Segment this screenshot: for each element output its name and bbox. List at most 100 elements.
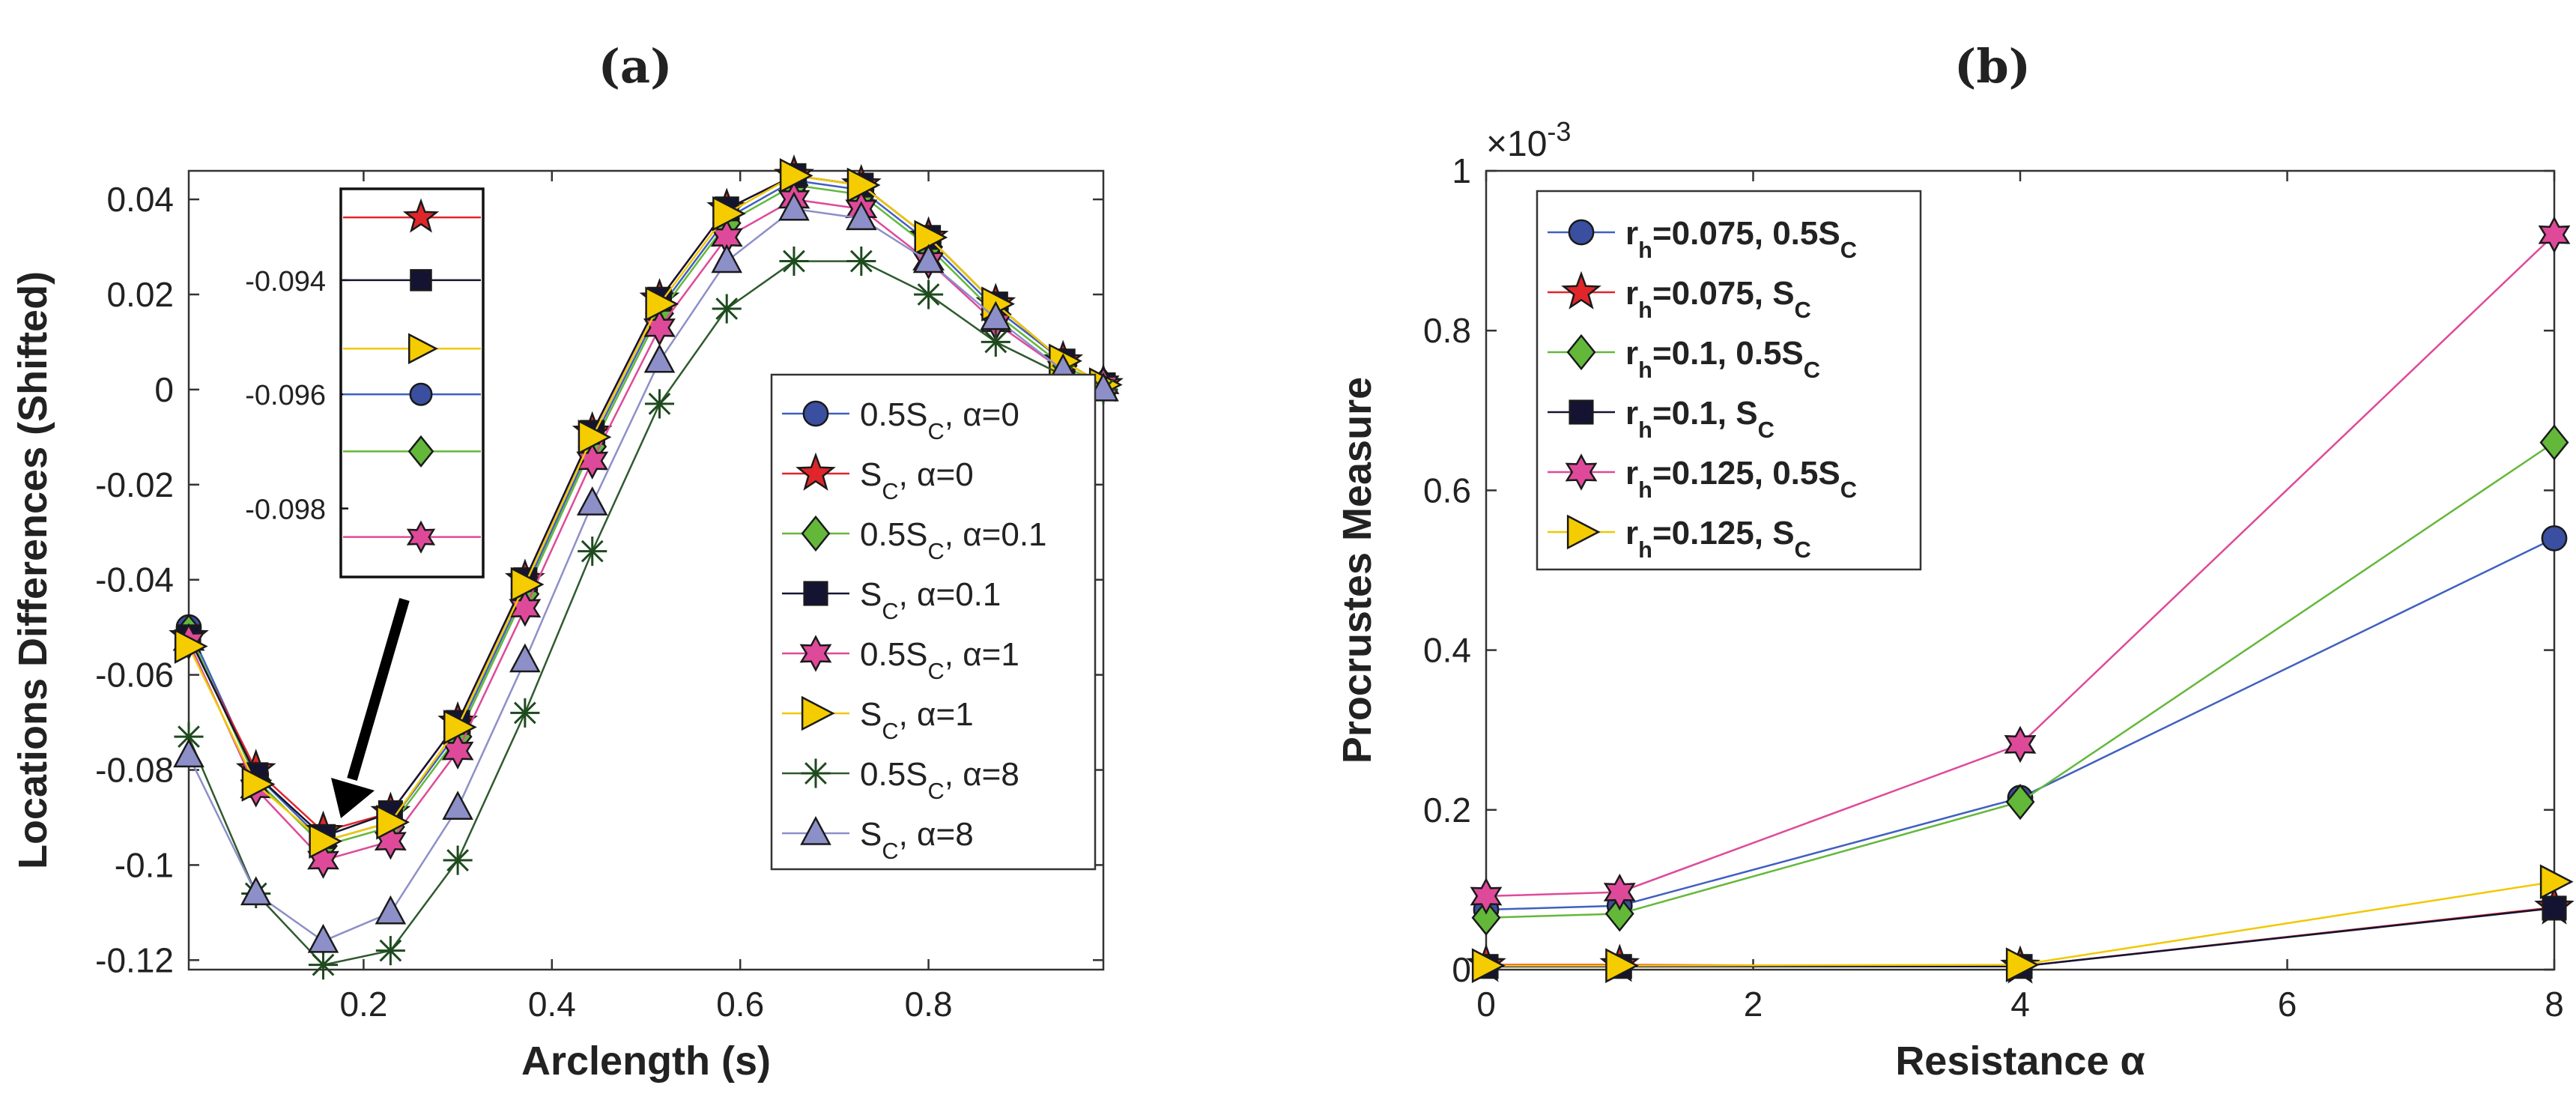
legend-label: SC, α=1 (860, 696, 974, 744)
legend-marker (1561, 271, 1601, 309)
x-tick-label: 0.6 (716, 985, 764, 1024)
legend-box (1536, 190, 1922, 571)
inset-tick-label: -0.094 (245, 266, 326, 297)
data-point (846, 247, 876, 277)
y-tick-label: -0.04 (95, 560, 174, 599)
y-tick-label: -0.1 (115, 845, 174, 884)
series-5 (1471, 864, 2574, 983)
data-point (509, 590, 542, 627)
legend-item: SC, α=0.1 (782, 576, 1001, 624)
data-point (2539, 424, 2569, 461)
legend-label: 0.5SC, α=0 (860, 396, 1019, 444)
legend-marker (802, 400, 829, 427)
arrow (331, 598, 410, 818)
panel-b-label: (b) (1954, 39, 2031, 94)
y-tick-label: 0 (154, 370, 174, 409)
legend-marker (800, 815, 831, 845)
legend-label: rh=0.125, SC (1625, 515, 1811, 563)
arrow-head (331, 778, 375, 818)
data-point (240, 876, 272, 906)
data-point (376, 804, 410, 840)
data-point (578, 537, 607, 566)
data-point (912, 244, 945, 274)
arrow-shaft (347, 598, 410, 781)
data-point (576, 486, 608, 516)
legend-marker (803, 581, 828, 606)
legend-marker (1565, 453, 1598, 491)
inset-marker (410, 269, 432, 291)
data-point (643, 343, 676, 373)
data-point (576, 442, 609, 480)
inset-tick-label: -0.098 (245, 495, 326, 526)
legend-marker (799, 635, 832, 672)
legend-label: 0.5SC, α=0.1 (860, 516, 1047, 564)
data-point (846, 167, 881, 203)
data-point (1605, 948, 1639, 983)
legend-item: SC, α=0 (782, 452, 974, 504)
data-point (645, 286, 679, 321)
y-tick-label: 0.02 (106, 275, 174, 314)
legend-label: rh=0.075, 0.5SC (1625, 215, 1857, 263)
legend-label: rh=0.075, SC (1625, 275, 1811, 323)
data-point (1088, 372, 1119, 402)
data-point (2542, 895, 2567, 921)
data-point (442, 791, 473, 820)
series-line (1486, 880, 2555, 967)
inset-marker (408, 333, 438, 365)
y-tick-label: -0.08 (95, 751, 174, 790)
y-tick-label: -0.12 (95, 940, 174, 979)
data-point (309, 824, 343, 859)
y-tick-label: -0.06 (95, 656, 174, 695)
x-axis-label: Resistance α (1895, 1039, 2145, 1084)
legend-label: rh=0.1, 0.5SC (1625, 335, 1820, 383)
x-tick-label: 4 (2010, 985, 2030, 1024)
y-tick-label: -0.02 (95, 465, 174, 504)
series-7 (173, 191, 1119, 953)
data-point (509, 643, 541, 673)
legend-marker (801, 758, 831, 788)
inset-marker (402, 198, 440, 233)
legend-item: rh=0.125, SC (1548, 514, 1811, 563)
inset-marker (407, 435, 434, 468)
data-point (1471, 899, 1501, 936)
data-point (173, 738, 204, 768)
legend-item: SC, α=1 (782, 695, 974, 744)
data-point (2004, 725, 2037, 764)
legend-label: SC, α=0 (860, 456, 974, 504)
data-point (308, 950, 339, 980)
x-tick-label: 2 (1744, 985, 1763, 1024)
inset-tick-label: -0.096 (245, 380, 326, 411)
data-point (174, 722, 204, 752)
legend-item: rh=0.1, 0.5SC (1548, 333, 1820, 383)
data-point (980, 300, 1012, 330)
data-point (2541, 525, 2568, 552)
legend-marker (795, 452, 836, 491)
legend-marker (1568, 219, 1595, 246)
legend: 0.5SC, α=0 SC, α=0 0.5SC, α=0.1 SC, α=0.1 0.… (770, 373, 1097, 871)
data-point (779, 158, 813, 193)
panel-a-label: (a) (598, 39, 673, 94)
data-point (2538, 216, 2571, 254)
data-point (712, 196, 746, 232)
data-point (307, 923, 339, 953)
legend-marker (801, 515, 831, 552)
data-point (1604, 895, 1634, 932)
legend-label: 0.5SC, α=8 (860, 756, 1019, 804)
legend: rh=0.075, 0.5SC rh=0.075, SC rh=0.1, 0.5SC… (1536, 190, 1922, 571)
data-point (1471, 948, 1506, 983)
data-point (914, 279, 944, 309)
y-tick-label: 0 (1452, 950, 1471, 989)
y-tick-label: 0.6 (1423, 471, 1471, 510)
data-point (443, 710, 477, 745)
legend-item: rh=0.125, 0.5SC (1548, 453, 1857, 503)
legend-item: rh=0.075, 0.5SC (1548, 215, 1857, 263)
legend-label: rh=0.125, 0.5SC (1625, 455, 1857, 503)
legend-item: SC, α=8 (782, 815, 974, 864)
data-point (1470, 877, 1503, 915)
data-point (2005, 947, 2040, 982)
legend-marker (801, 695, 835, 731)
data-point (2005, 784, 2035, 821)
legend-marker (1566, 514, 1601, 550)
legend-item: 0.5SC, α=1 (782, 635, 1019, 684)
